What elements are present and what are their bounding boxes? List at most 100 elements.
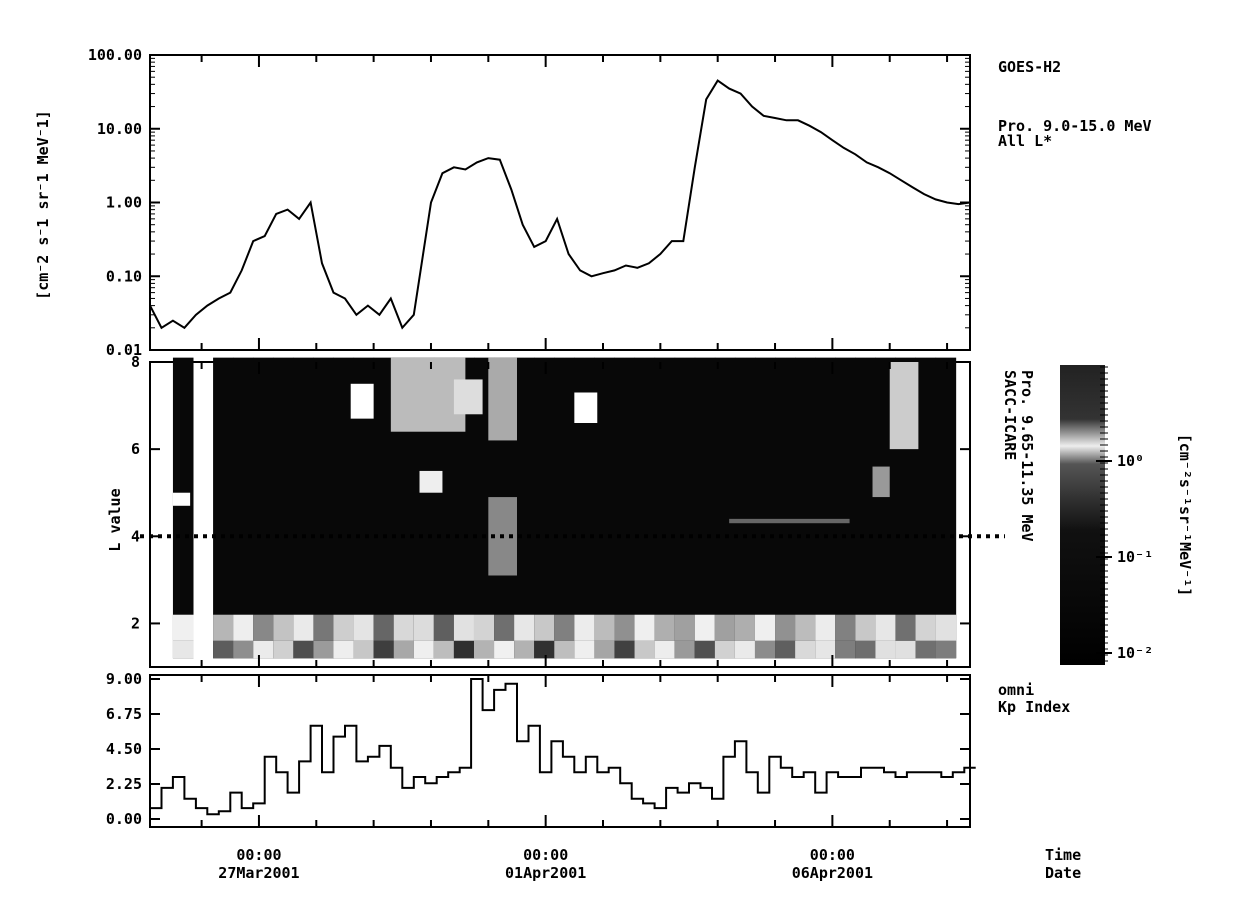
heatmap-cell [273,357,294,659]
colorbar-label: [cm⁻²s⁻¹sr⁻¹MeV⁻¹] [1176,434,1194,597]
heatmap-cell [634,640,656,659]
heatmap-cell [714,614,736,641]
flux-ylabel: [cm⁻2 s⁻1 sr⁻1 MeV⁻1] [34,110,52,300]
lvalue-right-label-1: SACC-ICARE [1001,370,1019,460]
heatmap-cell [875,614,896,641]
heatmap-cell [213,640,234,659]
flux-x-ticks [200,55,949,350]
heatmap-cell [694,357,716,659]
kp-x-ticks [200,675,949,827]
heatmap-cell [514,357,535,659]
heatmap-cell [350,383,374,419]
heatmap-cell [172,357,194,659]
heatmap-cell [514,640,535,659]
heatmap-cell [172,640,194,659]
lvalue-panel: 8 6 4 2 L value SACC-ICARE Pro. 9.65-11.35 … [106,353,1194,668]
heatmap-cell [473,640,495,659]
heatmap-cells [172,357,957,659]
heatmap-cell [674,357,696,659]
heatmap-cell [614,357,636,659]
colorbar-tick-label-0: 10⁰ [1117,452,1144,470]
heatmap-cell [614,640,636,659]
heatmap-cell [233,640,254,659]
heatmap-cell [815,357,836,659]
flux-panel: 100.00 10.00 1.00 0.10 0.01 [cm⁻2 s⁻1 sr⁻1 M… [34,46,1152,359]
colorbar-tick-label-2: 10⁻² [1117,644,1153,662]
heatmap-cell [714,640,736,659]
heatmap-cell [453,379,483,415]
heatmap-cell [754,640,776,659]
flux-right-label-2: Pro. 9.0-15.0 MeV [998,117,1152,135]
x-tick-time-label: 00:00 [236,846,281,864]
x-tick-date-label: 06Apr2001 [792,864,873,882]
time-label: Time [1045,846,1081,864]
heatmap-cell [433,640,455,659]
heatmap-cell [734,640,756,659]
flux-ytick-label: 0.01 [106,341,142,359]
heatmap-cell [855,640,876,659]
heatmap-cell [714,357,736,659]
heatmap-cell [855,614,876,641]
kp-series-line [150,678,976,816]
heatmap-cell [574,357,595,659]
heatmap-cell [915,614,937,641]
kp-right-label-2: Kp Index [998,698,1070,716]
heatmap-cell [574,640,595,659]
heatmap-cell [835,614,856,641]
kp-right-label-1: omni [998,681,1034,699]
x-tick-time-label: 00:00 [523,846,568,864]
heatmap-cell [634,357,656,659]
flux-ytick-label: 1.00 [106,194,142,212]
kp-panel: 9.00 6.75 4.50 2.25 0.00 omni Kp Index [106,670,1070,828]
heatmap-cell [313,357,334,659]
heatmap-cell [835,640,856,659]
heatmap-cell [273,614,294,641]
heatmap-cell [775,614,796,641]
heatmap-cell [872,466,890,498]
flux-ytick-label: 100.00 [88,46,142,64]
lvalue-right-label-2: Pro. 9.65-11.35 MeV [1018,370,1036,542]
heatmap-cell [574,392,598,423]
date-label: Date [1045,864,1081,882]
flux-ytick-label: 0.10 [106,267,142,285]
heatmap-cell [734,614,756,641]
heatmap-cell [534,640,555,659]
lvalue-y-ticks: 8 6 4 2 [131,353,970,632]
heatmap-cell [729,518,850,524]
heatmap-cell [654,614,676,641]
heatmap-cell [373,357,395,659]
flux-right-label-1: GOES-H2 [998,58,1061,76]
colorbar-tick-label-1: 10⁻¹ [1117,548,1153,566]
heatmap-cell [614,614,636,641]
heatmap-cell [795,614,816,641]
heatmap-cell [473,614,495,641]
kp-plot-frame [149,674,971,828]
kp-ytick-label: 2.25 [106,775,142,793]
heatmap-cell [935,357,957,659]
heatmap-cell [574,614,595,641]
heatmap-cell [488,357,517,441]
heatmap-cell [373,640,395,659]
heatmap-cell [754,357,776,659]
x-tick-time-label: 00:00 [810,846,855,864]
heatmap-cell [313,614,334,641]
heatmap-cell [935,614,957,641]
heatmap-cell [333,640,355,659]
heatmap-cell [875,640,896,659]
heatmap-cell [233,357,254,659]
x-axis-labels: 00:0027Mar200100:0001Apr200100:0006Apr20… [218,846,873,882]
heatmap-cell [273,640,294,659]
kp-ytick-label: 4.50 [106,740,142,758]
lvalue-x-ticks [200,362,949,667]
heatmap-cell [674,640,696,659]
heatmap-cell [634,614,656,641]
colorbar [1060,365,1105,665]
heatmap-cell [419,470,443,493]
heatmap-cell [313,640,334,659]
flux-plot-frame [149,54,971,351]
heatmap-cell [253,614,274,641]
heatmap-cell [754,614,776,641]
heatmap-cell [775,357,796,659]
heatmap-cell [915,640,937,659]
